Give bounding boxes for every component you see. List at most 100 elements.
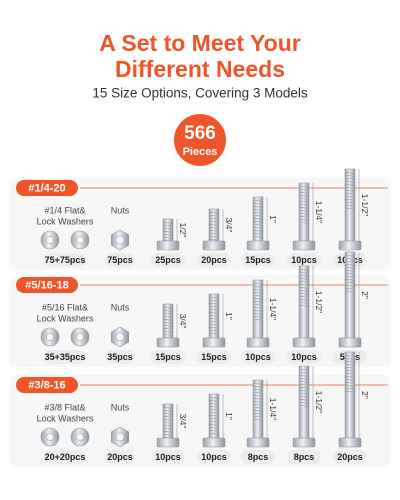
bolt-head <box>338 437 362 448</box>
bolt-thread <box>344 366 356 369</box>
count-label: 10pcs <box>245 352 271 362</box>
bolt-thread <box>208 423 220 426</box>
bolt-thread <box>208 320 220 323</box>
bolt-head <box>202 437 226 448</box>
count-pill <box>287 350 321 364</box>
bolt-thread <box>298 286 310 289</box>
bolt-length: 1/2" <box>178 223 188 238</box>
bolt-head <box>156 437 180 448</box>
bolt-head <box>202 337 226 348</box>
bolt-thread <box>344 189 356 192</box>
bolt-thread <box>252 288 264 291</box>
bolt-thread <box>252 403 264 406</box>
bolt-thread <box>208 405 220 408</box>
bolt-thread <box>208 311 220 314</box>
bolt-thread <box>298 268 310 271</box>
count-pill <box>44 450 86 464</box>
bolt-thread <box>298 374 310 377</box>
bolt-thread <box>162 312 174 315</box>
bolt-thread <box>344 257 356 260</box>
bolt-thread <box>208 299 220 302</box>
bolt-thread <box>298 215 310 218</box>
bolt-thread <box>344 360 356 363</box>
bolt-shank <box>252 379 264 439</box>
bolt-thread <box>162 333 174 336</box>
count-label: 25pcs <box>155 255 181 265</box>
bolt-thread <box>344 354 356 357</box>
bolt-thread <box>344 357 356 360</box>
bolt-thread <box>208 396 220 399</box>
bolt-thread <box>208 223 220 226</box>
bolt-length: 1-1/4" <box>314 201 324 223</box>
bolt-thread <box>298 301 310 304</box>
bolt-thread <box>298 371 310 374</box>
bolt-thread <box>298 274 310 277</box>
count-pill <box>105 450 135 464</box>
bolt-head <box>156 337 180 348</box>
bolt-thread <box>162 418 174 421</box>
count-pill <box>241 450 275 464</box>
count-pill <box>197 350 231 364</box>
count-label: 75+75pcs <box>45 255 86 265</box>
bolt-thread <box>298 188 310 191</box>
bolt-thread <box>162 424 174 427</box>
bolt-thread <box>298 368 310 371</box>
section-label: #5/16-18 <box>25 279 68 291</box>
bolt-thread <box>298 203 310 206</box>
bolt-thread <box>344 363 356 366</box>
bolt-thread <box>298 206 310 209</box>
bolt-thread <box>252 294 264 297</box>
bolt-thread <box>344 287 356 290</box>
bolt-thread <box>208 235 220 238</box>
count-pill <box>287 253 321 267</box>
bolt-thread <box>162 415 174 418</box>
bolt-thread <box>208 414 220 417</box>
count-label: 35pcs <box>107 352 133 362</box>
washer-label: Lock Washers <box>37 216 94 226</box>
bolt-thread <box>162 306 174 309</box>
bolt-length: 1-1/2" <box>314 291 324 313</box>
bolt-thread <box>252 315 264 318</box>
bolt-thread <box>252 397 264 400</box>
bolt-thread <box>298 271 310 274</box>
count-label: 8pcs <box>248 452 269 462</box>
bolt-thread <box>208 314 220 317</box>
bolt-thread <box>208 426 220 429</box>
bolt-thread <box>162 230 174 233</box>
bolt-head <box>292 437 316 448</box>
count-label: 20pcs <box>337 452 363 462</box>
bolt-thread <box>344 372 356 375</box>
bolt-thread <box>162 412 174 415</box>
bolt-thread <box>298 389 310 392</box>
count-label: 75pcs <box>107 255 133 265</box>
bolt-thread <box>252 412 264 415</box>
bolt-thread <box>344 378 356 381</box>
bolt-thread <box>208 317 220 320</box>
bolt-thread <box>298 295 310 298</box>
bolt-head <box>292 240 316 251</box>
bolt-thread <box>344 260 356 263</box>
bolt-thread <box>298 404 310 407</box>
bolt-thread <box>298 197 310 200</box>
count-label: 20pcs <box>107 452 133 462</box>
washer-label: #1/4 Flat& <box>44 205 85 215</box>
bolt-length: 2" <box>360 391 370 399</box>
count-pill <box>151 350 185 364</box>
bolt-thread <box>252 229 264 232</box>
bolt-thread <box>162 406 174 409</box>
bolt-thread <box>252 382 264 385</box>
bolt-thread <box>252 406 264 409</box>
bolt-thread <box>252 388 264 391</box>
bolt-thread <box>162 409 174 412</box>
count-pill <box>105 350 135 364</box>
bolt-thread <box>208 420 220 423</box>
bolt-thread <box>162 236 174 239</box>
bolt-thread <box>208 302 220 305</box>
bolt-head <box>246 437 270 448</box>
bolt-thread <box>208 226 220 229</box>
bolt-thread <box>298 191 310 194</box>
bolt-thread <box>344 207 356 210</box>
bolt-thread <box>162 330 174 333</box>
bolt-thread <box>344 266 356 269</box>
bolt-thread <box>252 409 264 412</box>
